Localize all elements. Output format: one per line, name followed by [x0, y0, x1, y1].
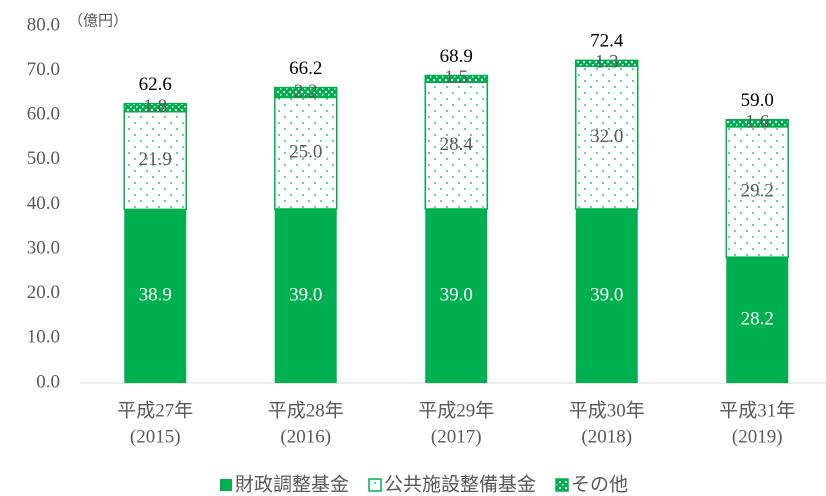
x-tick-label: 平成31年	[719, 399, 795, 421]
x-tick-label: (2017)	[431, 426, 482, 447]
x-tick-label: 平成28年	[268, 399, 344, 421]
total-label: 59.0	[741, 90, 774, 111]
bar-segment	[274, 208, 337, 383]
bar-segment	[123, 102, 187, 113]
total-label: 72.4	[590, 30, 624, 51]
legend-label: 財政調整基金	[235, 473, 349, 495]
y-tick-label: 30.0	[27, 237, 60, 258]
data-label: 1.5	[444, 67, 468, 88]
y-tick-label: 60.0	[27, 104, 60, 125]
legend-label: 公共施設整備基金	[384, 473, 536, 495]
bar-segment	[575, 59, 639, 67]
bar-segment	[424, 81, 488, 210]
unit-label: （億円）	[68, 12, 128, 29]
data-label: 28.2	[741, 308, 774, 329]
data-label: 1.6	[745, 112, 769, 133]
x-tick-label: 平成27年	[117, 399, 193, 421]
bar-segment	[424, 74, 488, 83]
x-tick-label: (2015)	[130, 426, 181, 447]
y-tick-label: 20.0	[27, 282, 60, 303]
data-label: 1.3	[595, 52, 619, 73]
y-tick-label: 40.0	[27, 193, 60, 214]
data-label: 38.9	[139, 285, 172, 306]
total-label: 62.6	[139, 74, 172, 95]
x-tick-label: (2016)	[280, 426, 331, 447]
bar-segment	[575, 208, 638, 383]
x-tick-label: 平成30年	[569, 399, 645, 421]
bar-segment	[725, 118, 789, 128]
data-label: 21.9	[139, 149, 172, 170]
bar-segment	[725, 126, 789, 258]
total-label: 66.2	[289, 58, 322, 79]
bar-segment	[274, 86, 338, 99]
data-label: 2.2	[294, 81, 318, 102]
legend-label: その他	[571, 473, 628, 495]
bar-segment	[726, 257, 789, 383]
y-tick-label: 10.0	[27, 327, 60, 348]
bar-segment	[274, 96, 338, 210]
total-label: 68.9	[440, 46, 473, 67]
data-label: 32.0	[590, 126, 623, 147]
x-tick-label: (2018)	[581, 426, 632, 447]
y-tick-label: 70.0	[27, 59, 60, 80]
y-tick-label: 50.0	[27, 148, 60, 169]
data-label: 28.4	[440, 134, 474, 155]
data-label: 1.8	[143, 96, 167, 117]
x-tick-label: (2019)	[732, 426, 783, 447]
data-label: 29.2	[741, 180, 774, 201]
data-label: 39.0	[440, 284, 473, 305]
legend-marker	[220, 479, 232, 491]
legend-marker	[555, 478, 569, 492]
data-label: 39.0	[289, 284, 322, 305]
bar-segment	[124, 209, 187, 383]
data-label: 39.0	[590, 284, 623, 305]
y-tick-label: 80.0	[27, 14, 60, 35]
bar-segment	[425, 208, 488, 383]
y-tick-label: 0.0	[36, 371, 60, 392]
bar-segment	[123, 110, 187, 211]
x-tick-label: 平成29年	[418, 399, 494, 421]
legend-marker	[368, 478, 382, 492]
bar-segment	[575, 65, 639, 210]
data-label: 25.0	[289, 142, 322, 163]
